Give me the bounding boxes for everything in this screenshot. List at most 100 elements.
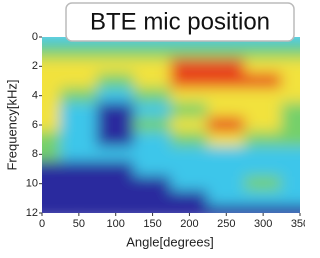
heatmap-cell xyxy=(207,103,245,119)
heatmap-cell xyxy=(207,147,245,163)
heatmap-cell xyxy=(244,73,282,89)
heatmap-cell xyxy=(97,59,135,75)
heatmap-cell xyxy=(23,103,61,119)
heatmap-cell xyxy=(207,44,245,60)
heatmap-cell xyxy=(207,176,245,192)
heatmap-cell xyxy=(281,59,305,75)
heatmap-cell xyxy=(281,176,305,192)
heatmap-cell xyxy=(97,73,135,89)
y-tick-label: 12 xyxy=(26,207,38,219)
y-axis-title: Frequency[kHz] xyxy=(4,79,19,170)
heatmap-cell xyxy=(97,161,135,177)
heatmap-cell xyxy=(281,191,305,207)
heatmap-cell xyxy=(244,161,282,177)
heatmap-cell xyxy=(244,59,282,75)
heatmap-cell xyxy=(97,88,135,104)
x-tick-label: 50 xyxy=(73,218,85,230)
heatmap-cell xyxy=(23,44,61,60)
heatmap-cell xyxy=(60,44,98,60)
heatmap-cell xyxy=(134,117,172,133)
y-tick-label: 0 xyxy=(32,31,38,43)
heatmap-cell xyxy=(97,132,135,148)
heatmap-cell xyxy=(171,176,209,192)
heatmap-cell xyxy=(134,59,172,75)
y-tick-label: 8 xyxy=(32,148,38,160)
heatmap-cell xyxy=(134,103,172,119)
heatmap-cell xyxy=(171,161,209,177)
heatmap-cell xyxy=(281,161,305,177)
heatmap-cell xyxy=(134,73,172,89)
heatmap-cell xyxy=(281,117,305,133)
heatmap-cell xyxy=(207,117,245,133)
heatmap-cell xyxy=(207,88,245,104)
x-tick-label: 250 xyxy=(217,218,235,230)
x-tick-label: 150 xyxy=(143,218,161,230)
heatmap-cell xyxy=(244,132,282,148)
y-tick-label: 4 xyxy=(32,90,38,102)
heatmap-cell xyxy=(281,103,305,119)
heatmap-cell xyxy=(281,44,305,60)
heatmap-cell xyxy=(244,147,282,163)
x-tick-label: 200 xyxy=(180,218,198,230)
heatmap-cell xyxy=(281,132,305,148)
heatmap-cell xyxy=(281,73,305,89)
heatmap-cell xyxy=(60,147,98,163)
heatmap-cell xyxy=(60,73,98,89)
heatmap-field xyxy=(23,29,305,221)
heatmap-cell xyxy=(281,88,305,104)
heatmap-cell xyxy=(171,59,209,75)
heatmap-cell xyxy=(134,147,172,163)
chart: 050100150200250300350024681012 Angle[deg… xyxy=(0,0,305,253)
heatmap-cell xyxy=(134,161,172,177)
x-tick-label: 100 xyxy=(107,218,125,230)
heatmap-cell xyxy=(207,73,245,89)
heatmap-cell xyxy=(244,88,282,104)
x-tick-label: 0 xyxy=(39,218,45,230)
heatmap-cell xyxy=(23,191,61,207)
heatmap-cell xyxy=(244,44,282,60)
heatmap-cell xyxy=(207,191,245,207)
heatmap-cell xyxy=(207,132,245,148)
heatmap-cell xyxy=(97,176,135,192)
heatmap-cell xyxy=(60,132,98,148)
heatmap-cell xyxy=(244,103,282,119)
heatmap-cell xyxy=(171,132,209,148)
x-axis-title: Angle[degrees] xyxy=(126,234,213,249)
heatmap-cell xyxy=(244,117,282,133)
heatmap-cell xyxy=(134,44,172,60)
y-tick-label: 10 xyxy=(26,178,38,190)
heatmap-cell xyxy=(60,176,98,192)
heatmap-cell xyxy=(60,59,98,75)
heatmap-cell xyxy=(60,161,98,177)
heatmap-cell xyxy=(134,88,172,104)
heatmap-cell xyxy=(134,176,172,192)
heatmap-cell xyxy=(60,117,98,133)
heatmap-cell xyxy=(97,103,135,119)
heatmap-cell xyxy=(171,73,209,89)
heatmap-cell xyxy=(207,59,245,75)
heatmap-cell xyxy=(97,44,135,60)
chart-title: BTE mic position xyxy=(90,8,270,35)
heatmap-cell xyxy=(171,191,209,207)
heatmap-cell xyxy=(23,132,61,148)
heatmap-cell xyxy=(23,73,61,89)
x-tick-label: 300 xyxy=(254,218,272,230)
heatmap-cell xyxy=(207,161,245,177)
heatmap-cell xyxy=(23,161,61,177)
heatmap-cell xyxy=(171,103,209,119)
heatmap-cell xyxy=(97,117,135,133)
page: {"chart_data": {"type": "heatmap", "titl… xyxy=(0,0,305,253)
heatmap-cell xyxy=(171,44,209,60)
heatmap-cell xyxy=(171,147,209,163)
y-tick-label: 2 xyxy=(32,60,38,72)
heatmap-cell xyxy=(97,147,135,163)
heatmap-cell xyxy=(134,191,172,207)
heatmap-cell xyxy=(281,147,305,163)
x-tick-label: 350 xyxy=(291,218,305,230)
heatmap-cell xyxy=(171,117,209,133)
heatmap-cell xyxy=(134,132,172,148)
heatmap-cell xyxy=(171,88,209,104)
heatmap-cell xyxy=(244,176,282,192)
heatmap-cell xyxy=(60,103,98,119)
heatmap-cell xyxy=(60,191,98,207)
